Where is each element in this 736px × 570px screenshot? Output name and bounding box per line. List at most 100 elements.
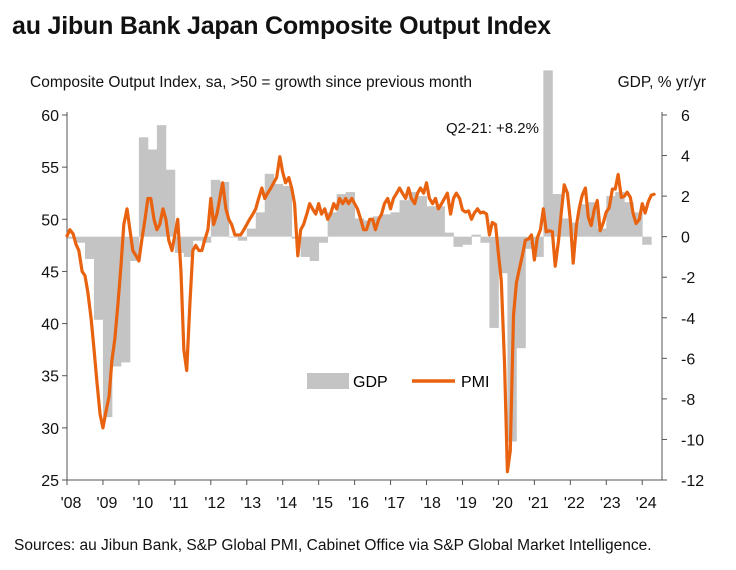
x-tick-label: '09 — [97, 495, 118, 512]
legend-gdp-swatch — [307, 373, 349, 389]
gdp-bar — [228, 236, 239, 238]
gdp-bar — [201, 236, 212, 243]
gdp-bar — [282, 185, 293, 237]
gdp-bar — [84, 236, 95, 259]
left-tick-label: 55 — [41, 160, 59, 177]
left-tick-label: 25 — [41, 473, 59, 490]
gdp-bar — [165, 169, 176, 237]
gdp-bar — [309, 236, 320, 261]
x-tick-label: '19 — [456, 495, 477, 512]
right-tick-label: 0 — [681, 230, 690, 247]
pmi-line — [65, 155, 656, 474]
gdp-bar — [129, 236, 140, 261]
gdp-bar — [264, 173, 275, 237]
left-tick-label: 30 — [41, 421, 59, 438]
gdp-bar — [318, 236, 329, 243]
gdp-bar — [210, 179, 221, 237]
right-tick-label: -12 — [681, 473, 704, 490]
x-tick-label: '24 — [636, 495, 657, 512]
right-tick-label: -10 — [681, 432, 704, 449]
gdp-bar — [102, 236, 113, 418]
left-tick-label: 45 — [41, 264, 59, 281]
gdp-bar — [516, 236, 526, 349]
right-tick-label: -4 — [681, 311, 695, 328]
gdp-bar — [543, 70, 553, 237]
gdp-bar — [192, 236, 203, 241]
right-tick-label: -6 — [681, 351, 695, 368]
x-tick-label: '16 — [348, 495, 369, 512]
gdp-annotation: Q2-21: +8.2% — [446, 120, 539, 137]
gdp-bar — [435, 206, 445, 237]
right-tick-label: 4 — [681, 149, 690, 166]
gdp-bar — [525, 236, 535, 249]
gdp-bar — [489, 236, 499, 328]
gdp-bar — [300, 236, 311, 257]
axes — [62, 112, 667, 485]
gdp-bar — [147, 149, 158, 237]
gdp-bar — [381, 214, 391, 237]
gdp-bar — [633, 212, 643, 237]
gdp-bar — [597, 228, 607, 237]
gdp-bar — [399, 200, 409, 237]
gdp-bar — [579, 204, 589, 237]
legend: GDP PMI — [307, 373, 489, 391]
x-tick-label: '22 — [564, 495, 585, 512]
gdp-bar — [354, 218, 364, 237]
x-tick-label: '13 — [240, 495, 261, 512]
x-tick-label: '23 — [600, 495, 621, 512]
gdp-bar — [327, 212, 338, 237]
x-tick-label: '11 — [169, 495, 189, 512]
right-tick-label: 6 — [681, 108, 690, 125]
left-tick-label: 35 — [41, 369, 59, 386]
gdp-bar — [390, 212, 400, 237]
gdp-bar — [606, 196, 616, 237]
gdp-bar — [615, 192, 625, 237]
gdp-bar — [93, 236, 104, 320]
pmi-series — [65, 155, 656, 474]
gdp-bar — [642, 236, 652, 245]
right-tick-label: -8 — [681, 392, 695, 409]
legend-gdp-label: GDP — [353, 374, 388, 391]
gdp-bar — [138, 137, 149, 237]
gdp-bar — [624, 202, 634, 237]
gdp-bar — [417, 196, 427, 237]
source-note: Sources: au Jibun Bank, S&P Global PMI, … — [14, 537, 652, 554]
x-tick-label: '14 — [276, 495, 297, 512]
chart-title: au Jibun Bank Japan Composite Output Ind… — [12, 12, 551, 40]
x-tick-label: '21 — [528, 495, 549, 512]
left-tick-label: 40 — [41, 317, 59, 334]
gdp-bar — [471, 234, 481, 237]
gdp-bar — [498, 236, 508, 274]
gdp-bar — [255, 212, 266, 237]
left-tick-label: 50 — [41, 212, 59, 229]
gdp-bar — [237, 236, 248, 241]
gdp-bar — [552, 194, 562, 237]
legend-pmi-label: PMI — [461, 374, 489, 391]
right-tick-label: 2 — [681, 189, 690, 206]
x-tick-label: '08 — [61, 495, 82, 512]
tick-labels: 25 30 35 40 45 50 55 60 6 4 2 0 -2 -4 -6 -8 -10 -12 '08 '09… — [41, 108, 704, 512]
gdp-bar — [561, 218, 571, 237]
x-tick-label: '12 — [204, 495, 225, 512]
left-axis-subtitle: Composite Output Index, sa, >50 = growth… — [30, 74, 472, 91]
gdp-bar — [534, 236, 544, 257]
gdp-bar — [345, 192, 356, 237]
gdp-bar — [426, 206, 436, 237]
x-tick-label: '17 — [384, 495, 405, 512]
gdp-bar — [120, 236, 131, 363]
gdp-bar — [336, 194, 347, 237]
gdp-bar — [183, 236, 194, 257]
gdp-bar — [462, 236, 472, 245]
x-tick-label: '15 — [312, 495, 333, 512]
gdp-bar — [408, 192, 418, 237]
x-tick-label: '18 — [420, 495, 441, 512]
gdp-bar — [67, 236, 77, 239]
x-tick-label: '20 — [492, 495, 513, 512]
left-tick-label: 60 — [41, 108, 59, 125]
gdp-bar — [480, 236, 490, 243]
gdp-bar — [444, 232, 454, 237]
gdp-bar — [156, 125, 167, 237]
gdp-bar — [273, 183, 284, 237]
x-tick-label: '10 — [132, 495, 153, 512]
